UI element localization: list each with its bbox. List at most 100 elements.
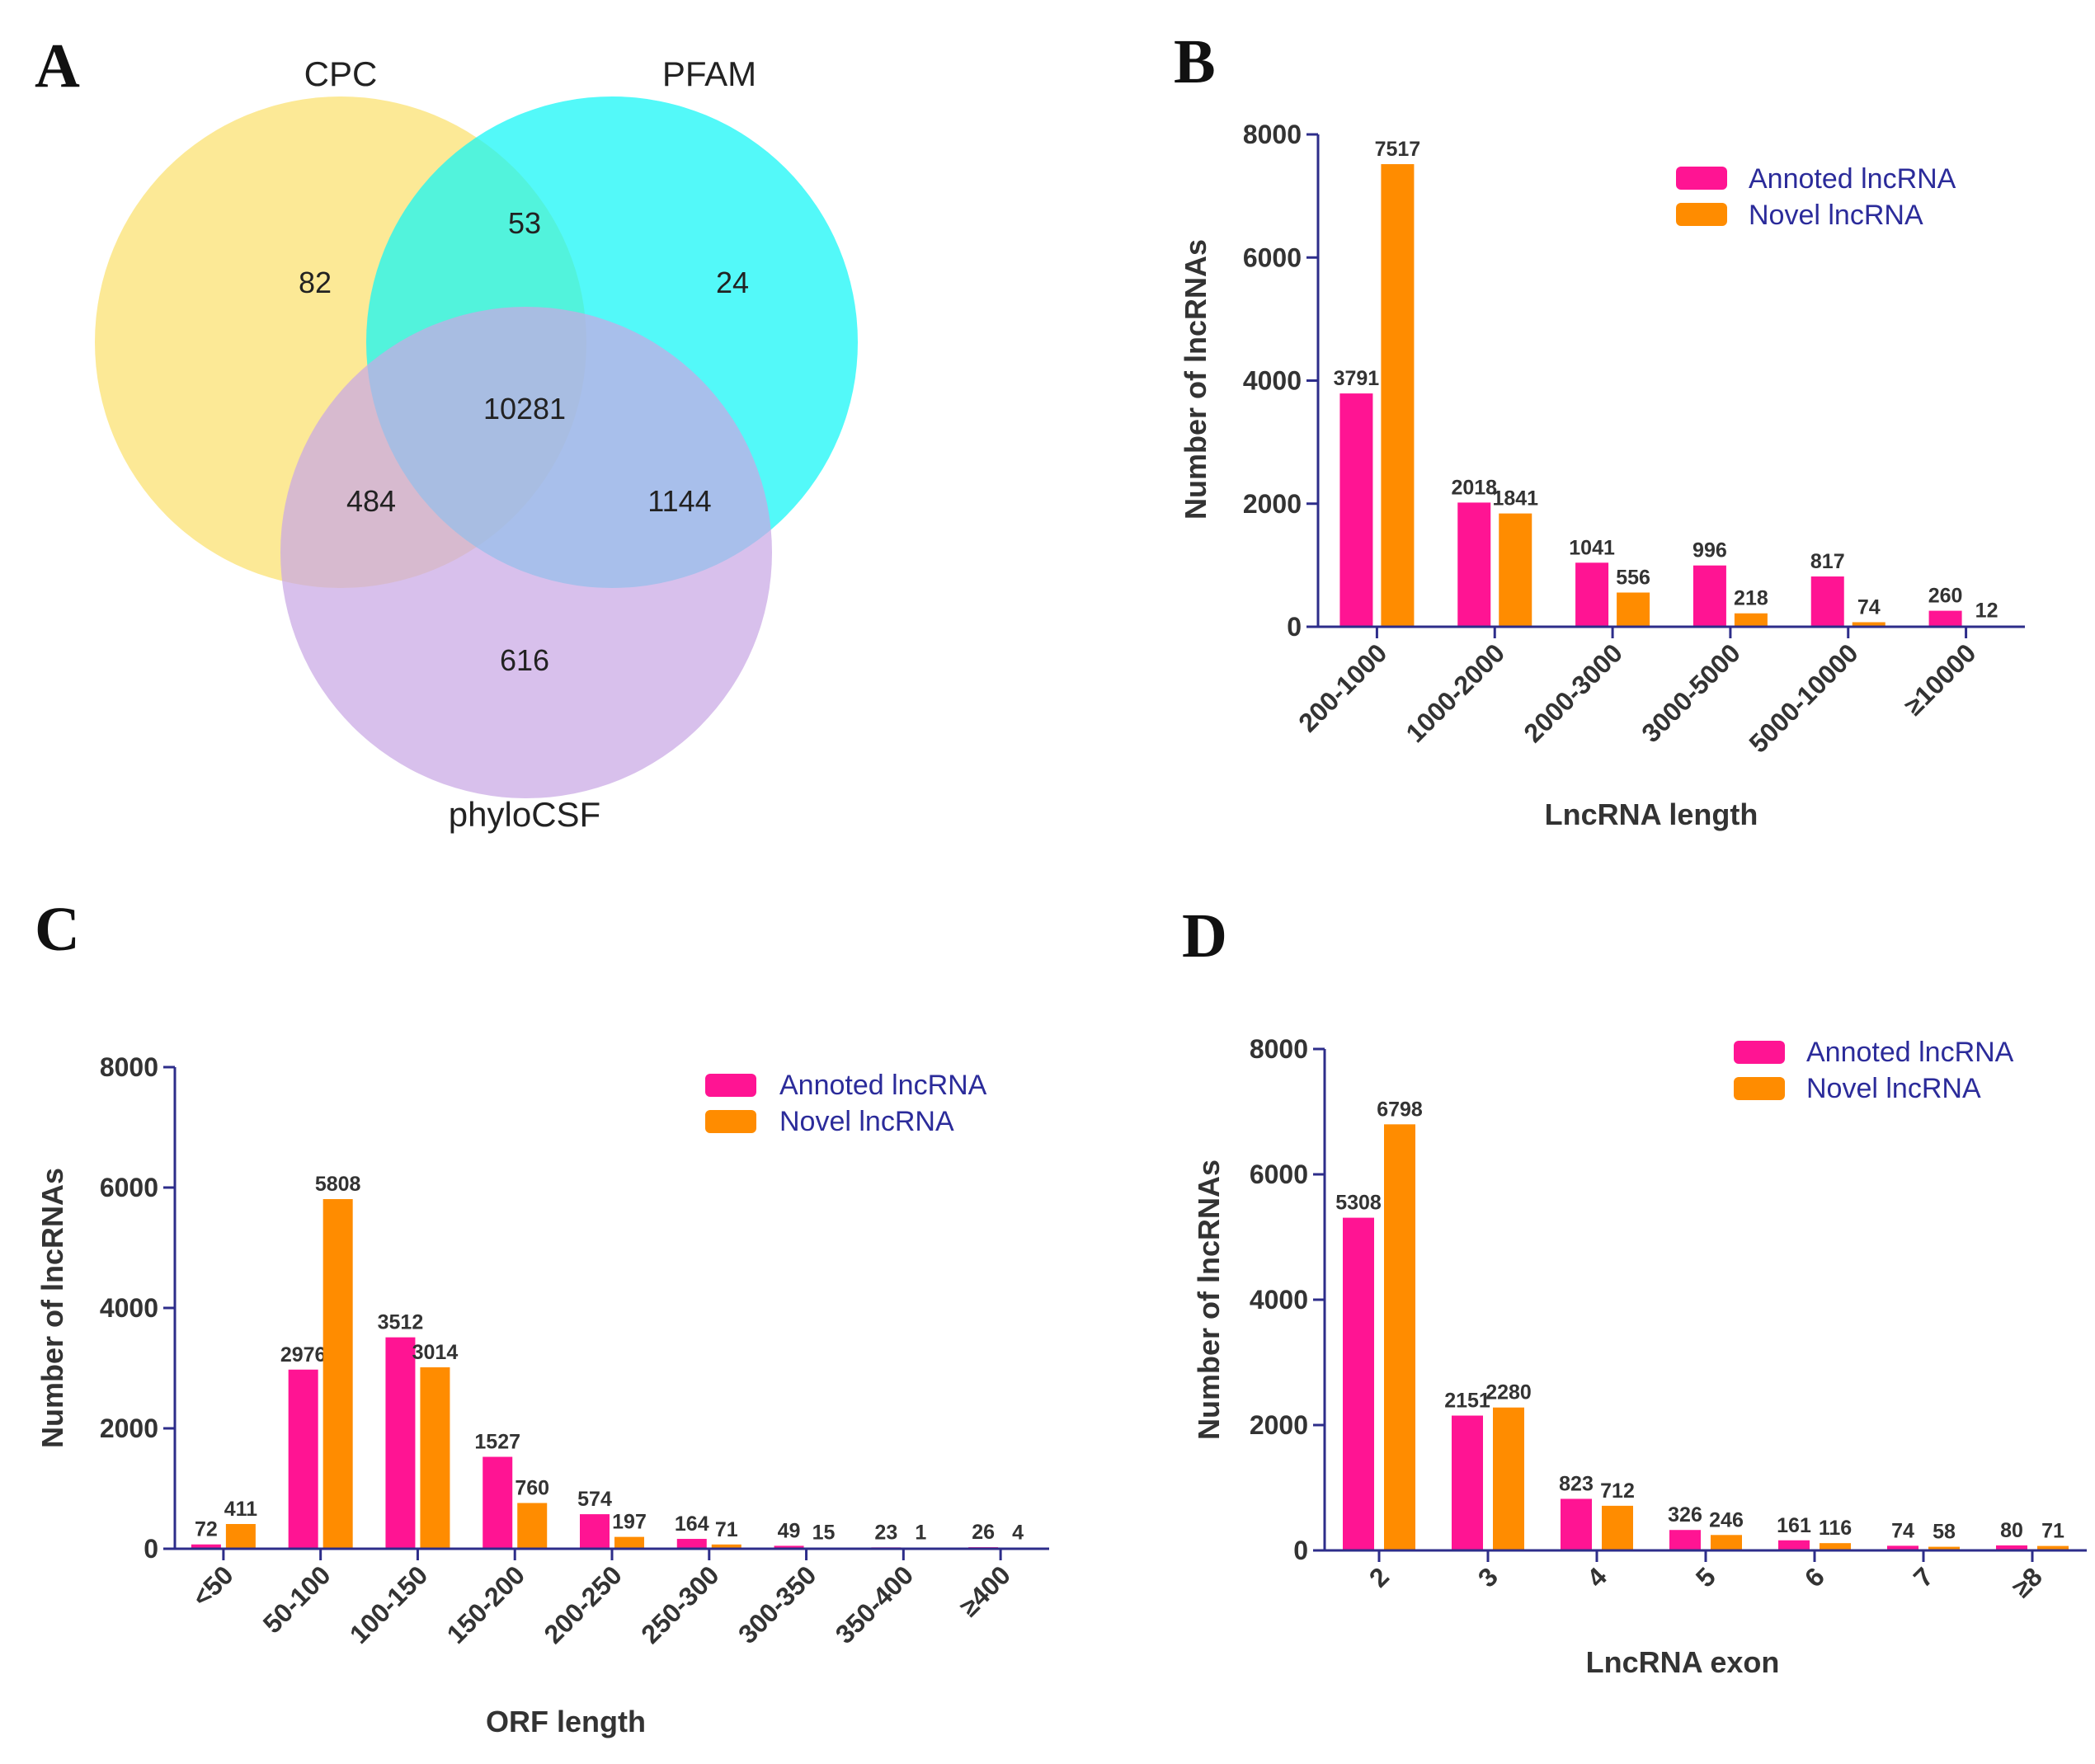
- data-label-annoted: 2976: [280, 1343, 327, 1367]
- legend-label-novel: Novel lncRNA: [779, 1106, 954, 1137]
- x-tick-label: 200-1000: [1292, 637, 1392, 737]
- y-tick-label: 8000: [1250, 1034, 1308, 1064]
- data-label-annoted: 3791: [1334, 367, 1380, 390]
- x-tick-label: 2000-3000: [1518, 637, 1628, 748]
- data-label-annoted: 817: [1810, 550, 1845, 573]
- data-label-novel: 71: [715, 1518, 738, 1541]
- y-tick-label: 0: [1293, 1536, 1308, 1565]
- data-label-annoted: 80: [2000, 1519, 2023, 1542]
- data-label-novel: 1841: [1492, 487, 1538, 510]
- bar-annoted-1000-2000: [1457, 502, 1491, 627]
- bar-annoted-200-1000: [1339, 393, 1373, 627]
- data-label-annoted: 3512: [378, 1311, 424, 1334]
- y-tick-label: 2000: [1250, 1410, 1308, 1440]
- legend-label-novel: Novel lncRNA: [1749, 200, 1923, 231]
- y-tick-label: 4000: [100, 1293, 158, 1323]
- y-tick-label: 6000: [1250, 1160, 1308, 1189]
- y-tick-label: 8000: [100, 1052, 158, 1082]
- panel-b: B 0200040006000800037917517200-100020181…: [1174, 27, 2025, 831]
- bar-annoted-2: [1343, 1217, 1374, 1550]
- x-tick-label: 100-150: [344, 1559, 433, 1649]
- bar-novel-<50: [225, 1523, 256, 1549]
- y-tick-label: 0: [144, 1534, 158, 1564]
- data-label-novel: 556: [1616, 567, 1650, 590]
- x-tick-label: ≥10000: [1899, 637, 1982, 721]
- data-label-novel: 218: [1734, 587, 1768, 610]
- data-label-novel: 1: [915, 1522, 926, 1545]
- bar-annoted-150-200: [483, 1456, 513, 1549]
- data-label-novel: 197: [612, 1511, 647, 1534]
- legend-swatch-annoted: [1676, 167, 1727, 190]
- panel-letter-a: A: [35, 31, 80, 101]
- bar-novel-6: [1820, 1543, 1851, 1550]
- bar-annoted-<50: [191, 1544, 221, 1549]
- data-label-annoted: 74: [1891, 1519, 1914, 1542]
- bar-annoted-≥10000: [1928, 610, 1962, 627]
- bar-novel-4: [1602, 1505, 1633, 1550]
- y-tick-label: 4000: [1250, 1285, 1308, 1315]
- x-tick-label: 1000-2000: [1401, 637, 1511, 748]
- bar-novel-≥8: [2037, 1545, 2069, 1550]
- data-label-annoted: 72: [195, 1518, 218, 1541]
- panel-letter-d: D: [1182, 901, 1227, 971]
- bar-annoted-300-350: [774, 1545, 804, 1549]
- bar-annoted-100-150: [385, 1337, 416, 1549]
- data-label-annoted: 1041: [1569, 536, 1615, 559]
- bar-novel-200-1000: [1381, 164, 1415, 627]
- data-label-novel: 116: [1819, 1517, 1852, 1540]
- y-tick-label: 6000: [1243, 242, 1302, 272]
- bar-annoted-200-250: [580, 1514, 610, 1549]
- data-label-annoted: 164: [675, 1512, 709, 1536]
- bar-novel-2: [1384, 1124, 1415, 1550]
- bar-annoted-7: [1887, 1545, 1918, 1550]
- bar-annoted-3: [1452, 1415, 1483, 1550]
- bar-annoted-5: [1669, 1530, 1701, 1550]
- panel-letter-b: B: [1174, 27, 1216, 96]
- bar-novel-7: [1928, 1546, 1960, 1550]
- bar-annoted-5000-10000: [1810, 576, 1844, 627]
- y-axis-title: Number of lncRNAs: [1192, 1160, 1226, 1440]
- panel-a: A CPC PFAM phyloCSF 82 53 24 10281 484 1…: [35, 31, 858, 834]
- legend-swatch-annoted: [705, 1074, 756, 1097]
- x-tick-label: 7: [1908, 1561, 1939, 1592]
- bar-annoted-6: [1778, 1540, 1810, 1550]
- legend-c: Annoted lncRNA Novel lncRNA: [705, 1070, 987, 1137]
- data-label-novel: 246: [1709, 1508, 1744, 1531]
- data-label-novel: 12: [1975, 600, 1998, 623]
- y-axis-title: Number of lncRNAs: [35, 1168, 69, 1448]
- venn-count-pfam-only: 24: [716, 266, 749, 299]
- data-label-novel: 5808: [315, 1173, 361, 1196]
- x-tick-label: ≥400: [953, 1559, 1016, 1622]
- data-label-annoted: 26: [972, 1521, 995, 1544]
- venn-count-cpc-pfam: 53: [508, 206, 541, 240]
- x-axis-title: ORF length: [486, 1705, 646, 1738]
- x-tick-label: 350-400: [830, 1559, 919, 1649]
- data-label-novel: 74: [1857, 595, 1881, 619]
- x-tick-label: 3000-5000: [1636, 637, 1746, 748]
- data-label-annoted: 2151: [1444, 1390, 1490, 1413]
- x-tick-label: 5: [1690, 1561, 1721, 1592]
- venn-count-cpc-only: 82: [299, 266, 332, 299]
- legend-swatch-novel: [1676, 203, 1727, 226]
- venn-label-pfam: PFAM: [662, 54, 756, 93]
- bar-novel-2000-3000: [1617, 592, 1650, 627]
- bar-novel-150-200: [517, 1503, 548, 1549]
- bar-novel-250-300: [711, 1544, 741, 1549]
- x-tick-label: <50: [186, 1559, 239, 1612]
- venn-count-pfam-phylocsf: 1144: [647, 484, 711, 518]
- bar-annoted-50-100: [288, 1369, 318, 1549]
- venn-count-phylocsf-only: 616: [500, 643, 549, 677]
- legend-swatch-novel: [1734, 1077, 1785, 1100]
- y-axis-title: Number of lncRNAs: [1179, 239, 1212, 520]
- y-tick-label: 6000: [100, 1173, 158, 1202]
- x-tick-label: 5000-10000: [1743, 637, 1863, 758]
- data-label-novel: 71: [2041, 1520, 2064, 1543]
- data-label-annoted: 260: [1928, 585, 1963, 608]
- data-label-annoted: 1527: [474, 1431, 520, 1454]
- data-label-annoted: 5308: [1335, 1192, 1382, 1215]
- data-label-annoted: 996: [1692, 539, 1727, 562]
- bar-novel-3000-5000: [1734, 613, 1768, 627]
- data-label-annoted: 49: [778, 1519, 801, 1542]
- legend-b: Annoted lncRNA Novel lncRNA: [1676, 163, 1956, 231]
